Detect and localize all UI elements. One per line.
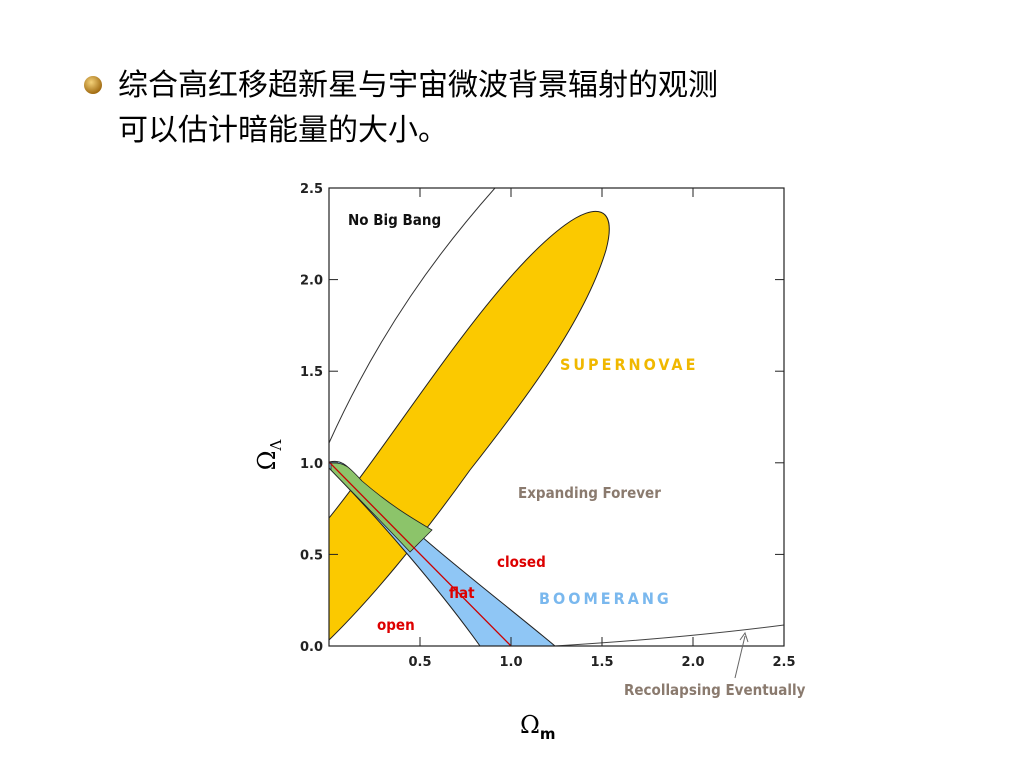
x-label-symbol: Ω	[520, 711, 540, 739]
plot-frame	[328, 187, 785, 647]
annotation: closed	[497, 553, 546, 571]
arrow-head	[739, 631, 749, 643]
bullet-text: 综合高红移超新星与宇宙微波背景辐射的观测	[118, 68, 718, 103]
y-tick-label: 2.0	[300, 274, 323, 289]
recollapse-curve	[554, 624, 784, 646]
overlap-region	[330, 462, 433, 553]
x-tick-label: 2.0	[681, 655, 704, 670]
annotation: No Big Bang	[348, 211, 441, 229]
annotation: open	[377, 616, 415, 634]
x-tick-label: 0.5	[408, 655, 431, 670]
annotation: BOOMERANG	[539, 589, 672, 608]
y-label-symbol: Ω	[253, 450, 281, 470]
x-tick-label: 1.0	[499, 655, 522, 670]
bullet-text: 可以估计暗能量的大小。	[118, 113, 448, 148]
flat-line	[329, 461, 512, 646]
no-big-bang-curve	[329, 188, 496, 444]
annotation: SUPERNOVAE	[560, 355, 698, 374]
x-tick-label: 2.5	[772, 655, 795, 670]
annotation-arrow	[734, 635, 746, 679]
x-label-subscript: m	[540, 725, 556, 743]
y-tick-label: 0.0	[300, 640, 323, 655]
x-axis-label: Ωm	[520, 711, 556, 743]
y-tick-label: 1.0	[300, 457, 323, 472]
y-tick-label: 0.5	[300, 548, 323, 563]
annotation: Recollapsing Eventually	[624, 681, 806, 699]
y-axis-label: ΩΛ	[253, 439, 285, 470]
annotation: Expanding Forever	[518, 484, 661, 502]
annotation: flat	[449, 584, 475, 602]
y-tick-label: 2.5	[300, 182, 323, 197]
x-tick-label: 1.5	[590, 655, 613, 670]
bullet-icon	[84, 76, 102, 94]
y-label-subscript: Λ	[267, 439, 285, 451]
y-tick-label: 1.5	[300, 365, 323, 380]
plot-regions	[329, 188, 784, 646]
